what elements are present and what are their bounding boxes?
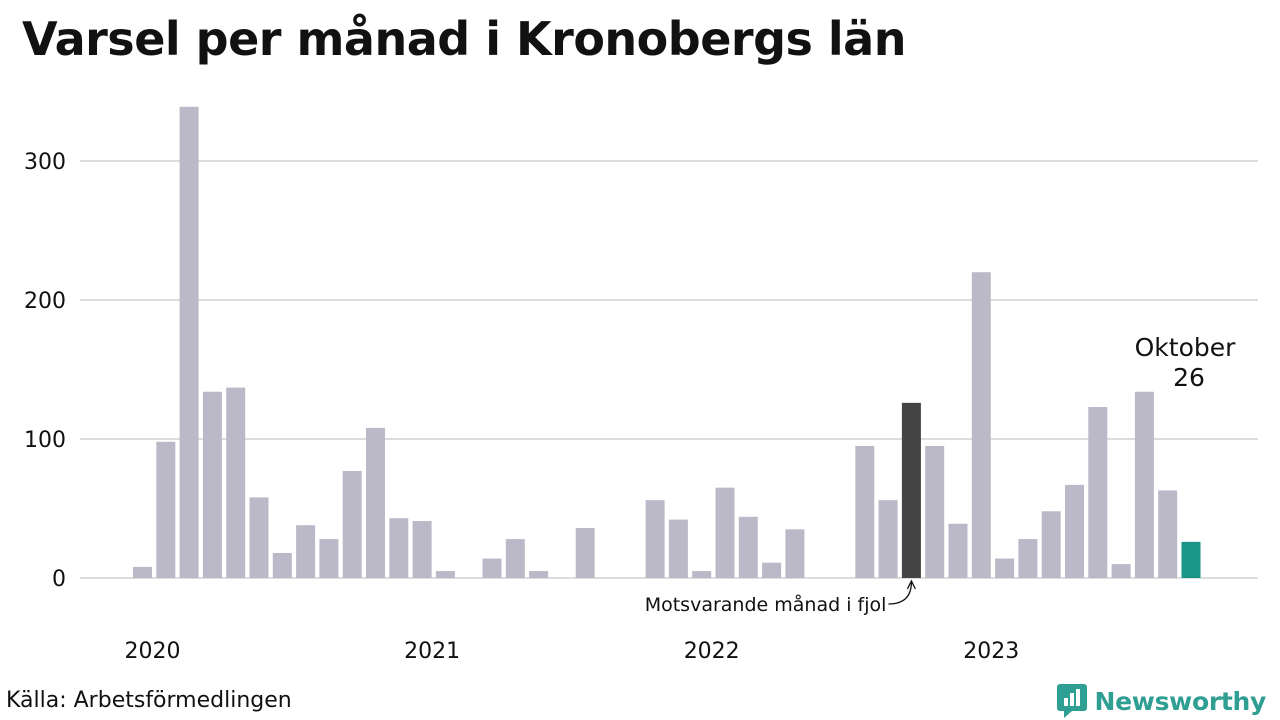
annotation-arrow <box>888 581 913 605</box>
bar <box>995 558 1015 578</box>
bar <box>948 523 968 578</box>
bar <box>738 516 758 578</box>
bar <box>272 552 292 578</box>
bar <box>901 402 921 578</box>
bar <box>482 558 502 578</box>
annotation-arrowhead <box>906 579 916 590</box>
bar <box>389 518 409 578</box>
brand-name: Newsworthy <box>1094 686 1267 716</box>
bar <box>1041 511 1061 578</box>
bar <box>179 106 199 578</box>
bar <box>971 272 991 578</box>
bar <box>715 487 735 578</box>
bar <box>202 391 222 578</box>
bar <box>249 497 269 578</box>
bar <box>342 470 362 578</box>
bar <box>1111 564 1131 578</box>
bar <box>668 519 688 578</box>
chart-title: Varsel per månad i Kronobergs län <box>22 12 906 66</box>
y-tick-label: 200 <box>24 289 66 314</box>
bar <box>762 562 782 578</box>
bar <box>505 539 525 578</box>
x-tick-label: 2022 <box>684 639 740 664</box>
bar <box>925 445 945 578</box>
bar <box>855 445 875 578</box>
bar <box>1134 391 1154 578</box>
bar <box>226 387 246 578</box>
y-tick-label: 300 <box>24 150 66 175</box>
current-month-value: 26 <box>1173 363 1205 392</box>
bar <box>575 527 595 578</box>
bar <box>1088 407 1108 578</box>
bar <box>1181 541 1201 578</box>
bar <box>645 500 665 578</box>
bar <box>296 525 316 578</box>
brand-logo: Newsworthy <box>1056 684 1267 718</box>
bar <box>1158 490 1178 578</box>
x-tick-label: 2023 <box>963 639 1019 664</box>
bar <box>435 571 455 578</box>
bar <box>319 539 339 578</box>
bar <box>412 521 432 578</box>
bar <box>878 500 898 578</box>
y-tick-label: 0 <box>52 567 66 592</box>
y-tick-label: 100 <box>24 428 66 453</box>
bar <box>529 571 549 578</box>
newsworthy-logo-icon <box>1056 684 1087 718</box>
bar <box>692 571 712 578</box>
x-tick-label: 2020 <box>125 639 181 664</box>
current-month-label: Oktober <box>1135 333 1237 362</box>
bar <box>785 529 805 578</box>
bar <box>133 566 152 578</box>
source-label: Källa: Arbetsförmedlingen <box>6 688 292 713</box>
bar <box>366 427 385 578</box>
bar <box>1065 484 1084 578</box>
bar <box>156 441 176 578</box>
bar <box>1018 539 1038 578</box>
previous-year-label: Motsvarande månad i fjol <box>645 593 887 616</box>
x-tick-label: 2021 <box>404 639 460 664</box>
